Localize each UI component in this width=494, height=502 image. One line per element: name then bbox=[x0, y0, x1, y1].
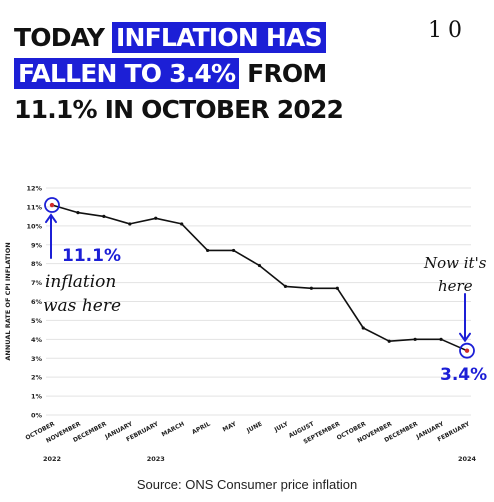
end-note-line-1: Now it's bbox=[423, 254, 487, 272]
y-tick-label: 3% bbox=[31, 355, 43, 363]
y-axis-label: ANNUAL RATE OF CPI INFLATION bbox=[4, 242, 12, 360]
data-point bbox=[180, 222, 184, 226]
headline-text: 11.1% IN OCTOBER 2022 bbox=[14, 95, 344, 124]
y-tick-label: 9% bbox=[31, 241, 43, 249]
inflation-line-chart: 0% 1% 2% 3% 4% 5% 6% 7% 8% 9% 10% 11% 12% ANNUAL RATE… bbox=[4, 185, 487, 464]
y-tick-label: 12% bbox=[26, 185, 42, 193]
page-number: 10 bbox=[428, 18, 468, 43]
start-note-line-2: was here bbox=[43, 296, 121, 316]
start-marker bbox=[49, 202, 55, 208]
data-point bbox=[76, 210, 80, 215]
y-tick-label: 0% bbox=[31, 412, 43, 420]
data-point bbox=[309, 286, 313, 290]
arrow-start-head bbox=[45, 213, 57, 224]
y-tick-label: 7% bbox=[31, 279, 43, 287]
data-point bbox=[206, 248, 210, 253]
data-point bbox=[361, 326, 365, 330]
y-tick-label: 1% bbox=[31, 393, 43, 401]
end-marker bbox=[464, 348, 470, 353]
source-note: Source: ONS Consumer price inflation bbox=[136, 477, 358, 492]
y-tick-label: 2% bbox=[31, 374, 43, 382]
headline-highlight: FALLEN TO 3.4% bbox=[14, 58, 240, 89]
x-tick-label: MARCH bbox=[161, 421, 186, 439]
x-tick-label: APRIL bbox=[191, 421, 212, 437]
headline-line-3: 11.1% IN OCTOBER 2022 bbox=[14, 92, 344, 128]
headline-line-1: TODAY INFLATION HAS bbox=[14, 20, 343, 56]
headline-line-2: FALLEN TO 3.4% FROM bbox=[14, 56, 343, 92]
highlight-circle-end bbox=[459, 342, 475, 359]
highlight-circle-start bbox=[44, 197, 60, 213]
year-label: 2024 bbox=[458, 455, 477, 463]
arrow-end-head bbox=[459, 332, 471, 343]
data-point bbox=[335, 286, 339, 290]
headline: TODAY INFLATION HAS FALLEN TO 3.4% FROM … bbox=[14, 20, 344, 128]
data-point bbox=[413, 337, 417, 341]
data-point bbox=[257, 263, 262, 268]
y-tick-label: 5% bbox=[31, 317, 43, 325]
x-tick-label: JULY bbox=[273, 420, 290, 434]
data-point bbox=[387, 339, 391, 343]
x-tick-label: JUNE bbox=[245, 421, 264, 435]
data-point bbox=[439, 337, 443, 341]
end-value-label: 3.4% bbox=[440, 365, 487, 385]
headline-text: TODAY bbox=[14, 23, 113, 52]
data-point bbox=[128, 222, 132, 226]
data-point bbox=[102, 214, 106, 218]
y-tick-label: 6% bbox=[31, 298, 43, 306]
y-tick-label: 4% bbox=[31, 336, 43, 344]
y-tick-label: 11% bbox=[26, 203, 42, 211]
y-tick-label: 8% bbox=[31, 260, 43, 268]
x-tick-label: MAY bbox=[222, 420, 239, 433]
data-point bbox=[154, 216, 158, 220]
y-tick-label: 10% bbox=[26, 222, 42, 230]
year-label: 2023 bbox=[147, 455, 165, 463]
headline-text: FROM bbox=[239, 59, 327, 88]
headline-highlight: INFLATION HAS bbox=[112, 22, 326, 53]
year-label: 2022 bbox=[43, 455, 61, 463]
data-point bbox=[231, 248, 236, 253]
start-value-label: 11.1% bbox=[62, 246, 121, 266]
data-point bbox=[283, 284, 288, 288]
end-note-line-2: here bbox=[438, 277, 473, 295]
start-note-line-1: inflation bbox=[45, 272, 116, 292]
